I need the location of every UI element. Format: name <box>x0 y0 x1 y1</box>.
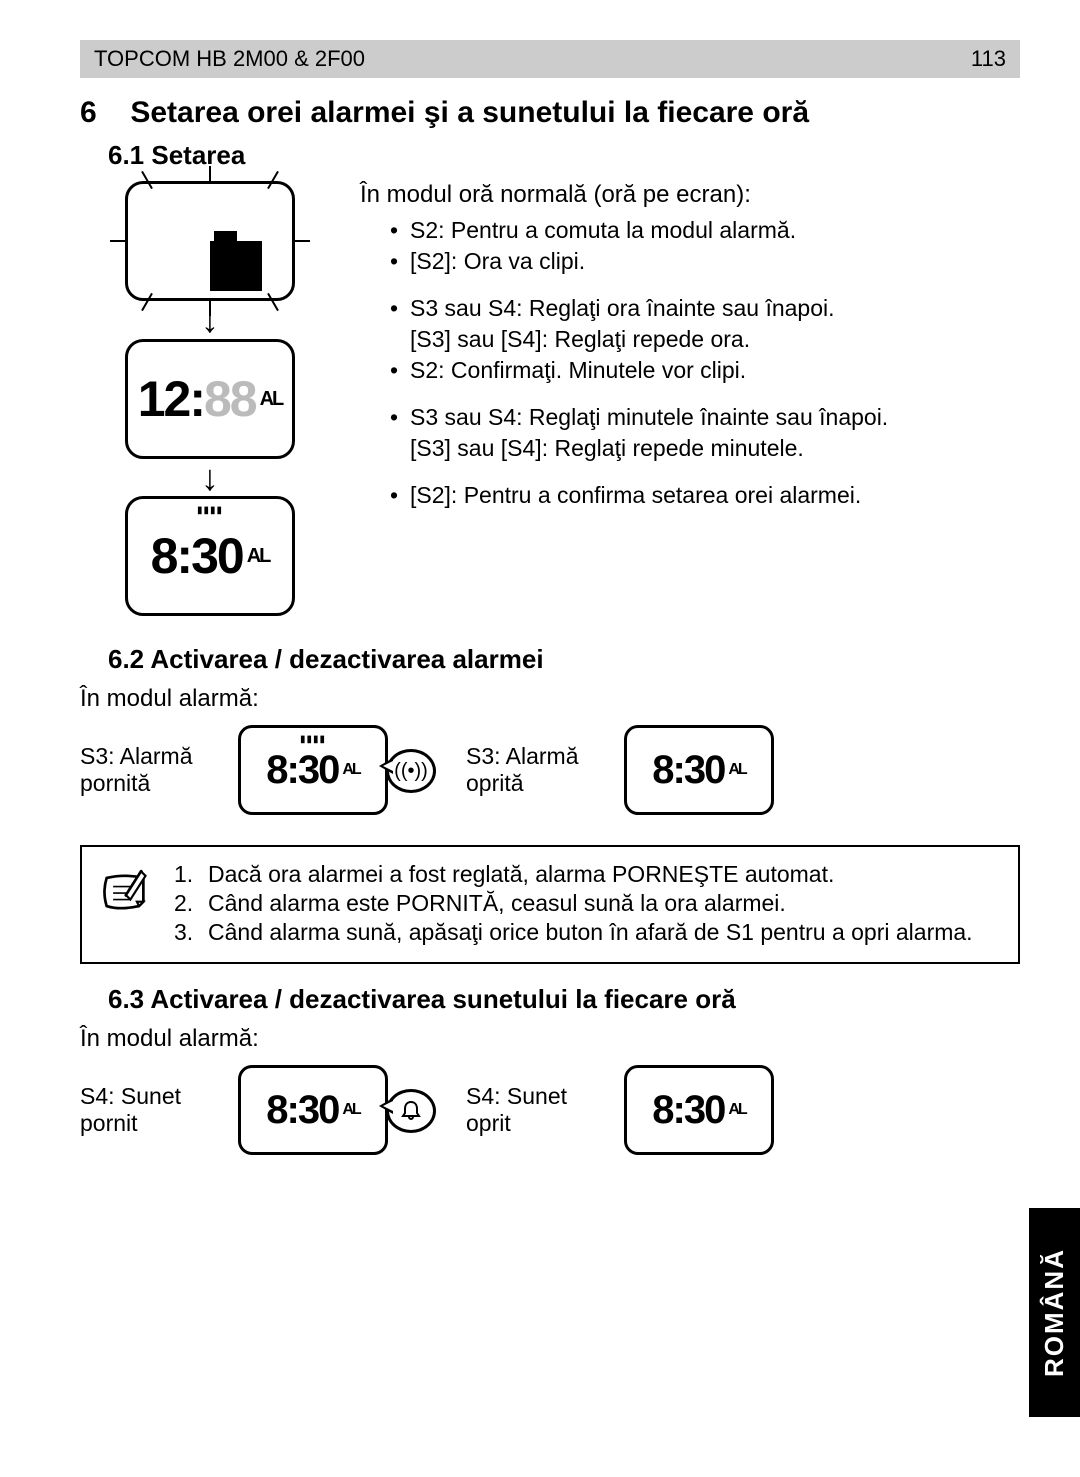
lcd-alarm-off: 8:30AL <box>624 725 774 815</box>
lcd3-sep: : <box>176 531 191 581</box>
bullet-6: [S2]: Pentru a confirma setarea orei ala… <box>410 482 1020 509</box>
arrow-down-icon: ↓ <box>201 467 219 489</box>
bullet-1: S2: Pentru a comuta la modul alarmă. <box>410 217 1020 244</box>
bullet-5b: [S3] sau [S4]: Reglaţi repede minutele. <box>410 435 1020 462</box>
note-box: 1.Dacă ora alarmei a fost reglată, alarm… <box>80 845 1020 964</box>
section-number: 6 <box>80 96 122 130</box>
note-icon <box>98 861 158 948</box>
note-2: Când alarma este PORNITĂ, ceasul sună la… <box>208 890 1002 917</box>
lcd2-al: AL <box>260 389 283 409</box>
bullet-2: [S2]: Ora va clipi. <box>410 248 1020 275</box>
s61-intro: În modul oră normală (oră pe ecran): <box>360 181 1020 209</box>
bullet-3b: [S3] sau [S4]: Reglaţi repede ora. <box>410 326 1020 353</box>
header-left: TOPCOM HB 2M00 & 2F00 <box>94 46 365 72</box>
lcd2-sep: : <box>189 374 204 424</box>
lcd-alarm-on: ▮▮▮▮ 8:30AL <box>238 725 388 815</box>
alarm-sound-bubble: ((•)) <box>386 749 436 793</box>
signal-icon: ▮▮▮▮ <box>197 505 223 516</box>
lcd-chime-off: 8:30AL <box>624 1065 774 1155</box>
chime-off-label: S4: Sunet oprit <box>466 1083 606 1137</box>
bullet-4: S2: Confirmaţi. Minutele vor clipi. <box>410 357 1020 384</box>
lcd2-mm: 88 <box>204 374 256 424</box>
lcd3-mm: 30 <box>191 531 243 581</box>
bell-icon <box>399 1099 423 1123</box>
note-1: Dacă ora alarmei a fost reglată, alarma … <box>208 861 1002 888</box>
bullet-5a: S3 sau S4: Reglaţi minutele înainte sau … <box>410 404 1020 431</box>
alarm-off-label: S3: Alarmă oprită <box>466 743 606 797</box>
instructions-column: În modul oră normală (oră pe ecran): •S2… <box>360 181 1020 616</box>
section-6-2-heading: 6.2 Activarea / dezactivarea alarmei <box>108 644 1020 675</box>
s62-intro: În modul alarmă: <box>80 685 1020 713</box>
bullet-3a: S3 sau S4: Reglaţi ora înainte sau înapo… <box>410 295 1020 322</box>
lcd-display-1: 17:30AL <box>125 181 295 301</box>
lcd-display-3: ▮▮▮▮ 8:30AL <box>125 496 295 616</box>
chime-on-label: S4: Sunet pornit <box>80 1083 220 1137</box>
lcd2-hh: 12 <box>138 374 190 424</box>
section-6-3-heading: 6.3 Activarea / dezactivarea sunetului l… <box>108 984 1020 1015</box>
alarm-on-label: S3: Alarmă pornită <box>80 743 220 797</box>
sound-icon: ((•)) <box>394 760 428 783</box>
lcd-chime-on: 8:30AL <box>238 1065 388 1155</box>
section-6-1-heading: 6.1 Setarea <box>108 140 1020 171</box>
header-bar: TOPCOM HB 2M00 & 2F00 113 <box>80 40 1020 78</box>
lcd-display-2: 12:88AL <box>125 339 295 459</box>
lcd1-al: AL <box>214 231 237 251</box>
section-title: Setarea orei alarmei şi a sunetului la f… <box>130 96 809 129</box>
language-tab: ROMÂNĂ <box>1029 1208 1080 1417</box>
signal-icon: ▮▮▮▮ <box>300 734 326 745</box>
bell-bubble <box>386 1089 436 1133</box>
note-3: Când alarma sună, apăsaţi orice buton în… <box>208 919 1002 946</box>
header-right: 113 <box>971 46 1006 72</box>
section-6-heading: 6 Setarea orei alarmei şi a sunetului la… <box>80 96 1020 130</box>
lcd-diagram-column: 17:30AL ↓ 12:88AL ↓ ▮▮▮▮ 8:30AL <box>80 181 340 616</box>
lcd3-al: AL <box>247 546 270 566</box>
s63-intro: În modul alarmă: <box>80 1025 1020 1053</box>
lcd3-hh: 8 <box>151 531 177 581</box>
